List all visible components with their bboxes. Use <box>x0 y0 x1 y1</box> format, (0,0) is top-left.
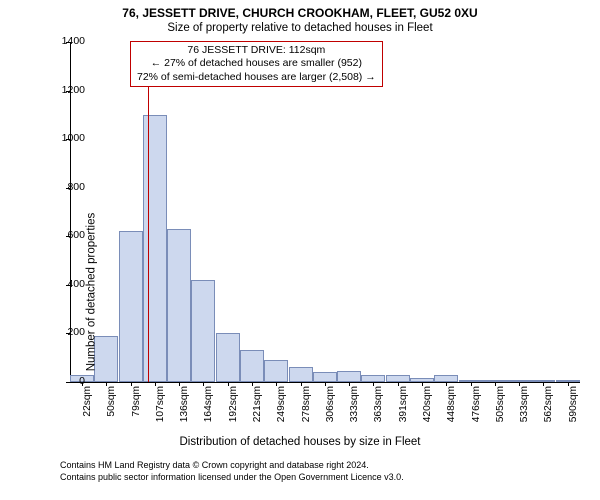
y-tick-mark <box>66 42 70 43</box>
y-tick-label: 200 <box>45 326 85 338</box>
chart-title: 76, JESSETT DRIVE, CHURCH CROOKHAM, FLEE… <box>0 6 600 20</box>
x-axis-label: Distribution of detached houses by size … <box>0 436 600 448</box>
y-tick-label: 1400 <box>45 35 85 47</box>
x-tick-mark <box>325 382 326 386</box>
x-tick-label: 50sqm <box>106 386 117 436</box>
x-tick-mark <box>228 382 229 386</box>
histogram-bar <box>119 231 143 382</box>
x-tick-label: 533sqm <box>519 386 530 436</box>
x-tick-label: 333sqm <box>349 386 360 436</box>
marker-line <box>148 42 149 382</box>
x-tick-mark <box>155 382 156 386</box>
y-tick-label: 1200 <box>45 84 85 96</box>
x-tick-mark <box>276 382 277 386</box>
histogram-bar <box>361 375 385 382</box>
footer-line-2: Contains public sector information licen… <box>60 472 404 484</box>
x-tick-mark <box>131 382 132 386</box>
chart-container: 76, JESSETT DRIVE, CHURCH CROOKHAM, FLEE… <box>0 0 600 500</box>
histogram-bar <box>337 371 361 382</box>
chart-subtitle: Size of property relative to detached ho… <box>0 22 600 34</box>
x-tick-label: 278sqm <box>301 386 312 436</box>
x-tick-mark <box>519 382 520 386</box>
x-tick-mark <box>398 382 399 386</box>
x-tick-label: 420sqm <box>422 386 433 436</box>
histogram-bar <box>94 336 118 382</box>
y-tick-mark <box>66 285 70 286</box>
histogram-bar <box>289 367 313 382</box>
histogram-bar <box>216 333 240 382</box>
x-tick-mark <box>203 382 204 386</box>
info-annotation-box: 76 JESSETT DRIVE: 112sqm ← 27% of detach… <box>130 41 383 87</box>
histogram-bar <box>191 280 215 382</box>
x-tick-mark <box>179 382 180 386</box>
x-tick-label: 505sqm <box>495 386 506 436</box>
x-tick-mark <box>446 382 447 386</box>
x-tick-mark <box>568 382 569 386</box>
x-tick-label: 363sqm <box>373 386 384 436</box>
x-tick-label: 164sqm <box>203 386 214 436</box>
info-line-2: ← 27% of detached houses are smaller (95… <box>137 57 376 70</box>
x-tick-mark <box>252 382 253 386</box>
y-tick-mark <box>66 91 70 92</box>
footer-line-1: Contains HM Land Registry data © Crown c… <box>60 460 404 472</box>
histogram-bar <box>143 115 167 382</box>
y-tick-label: 1000 <box>45 132 85 144</box>
x-tick-mark <box>82 382 83 386</box>
x-tick-label: 79sqm <box>131 386 142 436</box>
x-tick-label: 249sqm <box>276 386 287 436</box>
y-tick-mark <box>66 139 70 140</box>
x-tick-mark <box>495 382 496 386</box>
x-tick-label: 476sqm <box>471 386 482 436</box>
x-tick-label: 590sqm <box>568 386 579 436</box>
x-tick-mark <box>349 382 350 386</box>
y-tick-mark <box>66 188 70 189</box>
y-axis-label: Number of detached properties <box>85 139 97 298</box>
x-tick-label: 448sqm <box>446 386 457 436</box>
footer-text: Contains HM Land Registry data © Crown c… <box>60 460 404 483</box>
x-tick-mark <box>471 382 472 386</box>
x-tick-mark <box>543 382 544 386</box>
x-tick-mark <box>373 382 374 386</box>
histogram-bar <box>386 375 410 382</box>
x-tick-label: 136sqm <box>179 386 190 436</box>
x-tick-label: 22sqm <box>82 386 93 436</box>
x-tick-label: 306sqm <box>325 386 336 436</box>
y-tick-mark <box>66 236 70 237</box>
x-tick-label: 192sqm <box>228 386 239 436</box>
x-tick-label: 221sqm <box>252 386 263 436</box>
histogram-bar <box>240 350 264 382</box>
info-line-3: 72% of semi-detached houses are larger (… <box>137 71 376 84</box>
y-tick-label: 400 <box>45 278 85 290</box>
x-tick-label: 391sqm <box>398 386 409 436</box>
x-tick-mark <box>422 382 423 386</box>
histogram-bar <box>167 229 191 382</box>
y-tick-mark <box>66 382 70 383</box>
x-tick-mark <box>106 382 107 386</box>
x-tick-label: 107sqm <box>155 386 166 436</box>
y-tick-mark <box>66 333 70 334</box>
info-line-1: 76 JESSETT DRIVE: 112sqm <box>137 44 376 57</box>
y-tick-label: 800 <box>45 181 85 193</box>
plot-area <box>70 42 580 382</box>
x-tick-label: 562sqm <box>543 386 554 436</box>
y-tick-label: 0 <box>45 375 85 387</box>
y-tick-label: 600 <box>45 229 85 241</box>
histogram-bar <box>313 372 337 382</box>
histogram-bar <box>434 375 458 382</box>
histogram-bar <box>264 360 288 382</box>
x-tick-mark <box>301 382 302 386</box>
